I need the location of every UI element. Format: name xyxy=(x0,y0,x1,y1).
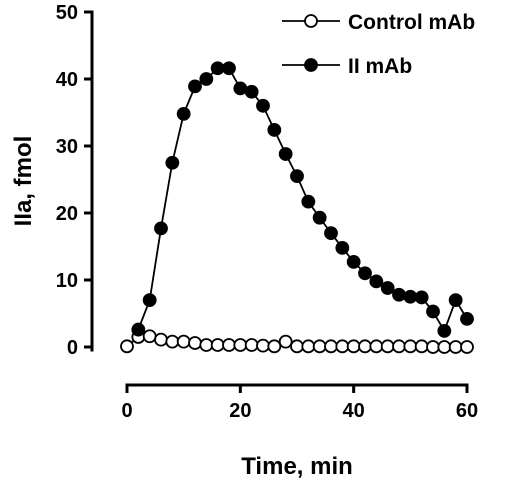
data-point xyxy=(301,194,316,209)
data-point xyxy=(403,339,418,354)
data-point xyxy=(256,338,270,353)
data-point xyxy=(131,322,146,337)
x-tick-label: 0 xyxy=(121,400,132,422)
data-point xyxy=(301,339,316,354)
data-point xyxy=(437,324,452,338)
x-axis-title: Time, min xyxy=(241,453,353,480)
data-point xyxy=(278,334,293,349)
data-point xyxy=(369,274,384,289)
y-axis-title: IIa, fmol xyxy=(10,136,37,227)
data-point xyxy=(222,61,236,76)
legend: Control mAb II mAb xyxy=(282,11,475,78)
data-point xyxy=(188,79,202,94)
data-point xyxy=(256,98,270,113)
data-point xyxy=(165,155,180,170)
data-point xyxy=(324,226,338,241)
data-point xyxy=(165,334,180,349)
data-point xyxy=(312,210,327,225)
data-point xyxy=(380,339,395,354)
data-point xyxy=(380,281,395,295)
data-point xyxy=(199,338,214,352)
y-ticks: 0 10 20 30 40 50 xyxy=(56,2,92,359)
x-tick-label: 20 xyxy=(229,400,251,422)
data-point xyxy=(222,338,236,352)
data-point xyxy=(233,338,248,352)
data-point xyxy=(403,289,418,304)
legend-item-control: Control mAb xyxy=(282,11,475,34)
data-point xyxy=(199,72,214,86)
series-layer xyxy=(120,61,474,354)
data-point xyxy=(369,339,384,354)
series-control xyxy=(120,329,474,354)
data-point xyxy=(176,106,191,121)
data-point xyxy=(358,339,372,354)
data-point xyxy=(460,311,474,326)
data-point xyxy=(210,338,225,352)
y-tick-label: 30 xyxy=(56,136,78,158)
data-point xyxy=(290,169,304,184)
data-point xyxy=(312,339,327,354)
data-point xyxy=(392,287,406,302)
data-point xyxy=(414,339,429,354)
data-point xyxy=(154,332,168,347)
data-point xyxy=(210,61,225,76)
data-point xyxy=(448,340,463,354)
data-point xyxy=(414,290,429,305)
data-point xyxy=(176,334,191,349)
data-point xyxy=(290,339,304,354)
data-point xyxy=(120,339,134,354)
data-point xyxy=(233,81,248,96)
data-point xyxy=(188,336,202,350)
data-point xyxy=(392,339,406,354)
data-point xyxy=(142,329,157,344)
axes xyxy=(90,10,469,387)
y-tick-label: 10 xyxy=(56,270,78,292)
data-point xyxy=(267,339,282,354)
data-point xyxy=(358,266,372,281)
y-tick-label: 50 xyxy=(56,2,78,24)
data-point xyxy=(154,221,168,236)
data-point xyxy=(267,123,282,137)
data-point xyxy=(335,240,350,255)
data-point xyxy=(324,339,338,354)
data-point xyxy=(448,293,463,308)
data-point xyxy=(426,304,440,319)
legend-marker-control xyxy=(304,14,318,28)
data-point xyxy=(278,147,293,161)
data-point xyxy=(244,338,259,352)
legend-label-ii: II mAb xyxy=(348,55,412,78)
data-point xyxy=(346,255,361,269)
y-tick-label: 40 xyxy=(56,69,78,91)
legend-item-ii: II mAb xyxy=(282,55,412,78)
x-tick-label: 40 xyxy=(343,400,365,422)
data-point xyxy=(142,293,157,308)
series-ii xyxy=(131,61,474,338)
data-point xyxy=(335,339,350,354)
data-point xyxy=(460,340,474,354)
data-point xyxy=(426,340,440,354)
legend-label-control: Control mAb xyxy=(348,11,475,34)
data-point xyxy=(437,340,452,354)
x-tick-label: 60 xyxy=(456,400,478,422)
y-tick-label: 0 xyxy=(67,337,78,359)
data-point xyxy=(244,84,259,99)
x-ticks: 0 20 40 60 xyxy=(121,385,478,422)
legend-marker-ii xyxy=(304,58,318,72)
data-point xyxy=(346,339,361,354)
y-tick-label: 20 xyxy=(56,203,78,225)
